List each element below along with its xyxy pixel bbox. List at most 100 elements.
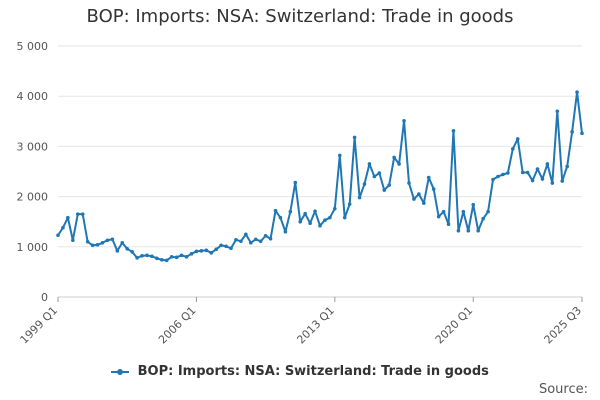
data-point xyxy=(169,255,174,259)
data-point xyxy=(431,187,436,191)
data-point xyxy=(199,249,204,253)
x-tick-label: 2025 Q3 xyxy=(542,304,585,347)
y-axis: 0 1 000 2 000 3 000 4 000 5 000 xyxy=(17,40,49,304)
data-point xyxy=(313,209,317,213)
data-point xyxy=(441,209,446,214)
data-point xyxy=(461,209,466,214)
data-point xyxy=(456,228,461,233)
data-point xyxy=(426,175,431,180)
data-point xyxy=(471,202,476,207)
data-point xyxy=(560,179,565,183)
y-tick-label: 5 000 xyxy=(17,40,49,53)
x-tick-label: 2013 Q1 xyxy=(294,304,337,347)
data-point xyxy=(80,212,85,216)
legend: BOP: Imports: NSA: Switzerland: Trade in… xyxy=(0,364,600,379)
data-point xyxy=(540,177,545,181)
data-point xyxy=(486,209,490,214)
data-point xyxy=(333,206,337,211)
data-point xyxy=(209,251,214,255)
data-point xyxy=(239,239,243,244)
data-point xyxy=(268,236,273,241)
data-point xyxy=(120,240,125,245)
x-tick-label: 2006 Q1 xyxy=(156,304,199,347)
data-point xyxy=(105,238,110,243)
data-point xyxy=(303,211,307,216)
data-point xyxy=(174,255,179,260)
data-point xyxy=(352,135,357,140)
data-point xyxy=(530,178,535,183)
series-line xyxy=(57,91,583,262)
data-point xyxy=(347,202,352,206)
data-point xyxy=(387,183,392,187)
data-point xyxy=(244,232,248,237)
x-tick-label: 2020 Q1 xyxy=(433,304,476,347)
data-point xyxy=(66,215,70,220)
data-point xyxy=(436,214,441,219)
data-point xyxy=(115,249,120,253)
data-point xyxy=(155,256,159,261)
data-point xyxy=(446,222,451,227)
data-point xyxy=(150,254,154,259)
data-point xyxy=(407,181,411,185)
data-point xyxy=(466,228,471,233)
source-label: Source: xyxy=(538,382,588,397)
data-point xyxy=(56,233,60,238)
data-point xyxy=(179,253,184,258)
data-point xyxy=(496,174,500,179)
data-point xyxy=(298,219,303,224)
data-point xyxy=(184,255,189,259)
data-point xyxy=(194,249,199,254)
data-point xyxy=(372,174,377,179)
data-point xyxy=(61,225,65,230)
data-point xyxy=(565,164,569,169)
data-point xyxy=(95,242,100,247)
data-point xyxy=(164,258,169,263)
chart-title: BOP: Imports: NSA: Switzerland: Trade in… xyxy=(86,6,514,27)
data-point xyxy=(397,162,401,166)
data-point xyxy=(515,137,520,141)
data-point xyxy=(90,243,95,248)
data-point xyxy=(491,177,495,182)
x-tick-label: 1999 Q1 xyxy=(18,304,61,347)
data-point xyxy=(417,192,421,196)
data-point xyxy=(219,243,223,248)
data-point xyxy=(506,171,510,175)
data-point xyxy=(135,256,139,260)
data-point xyxy=(422,201,426,205)
data-point xyxy=(75,212,80,216)
data-point xyxy=(337,153,342,158)
data-point xyxy=(575,90,579,94)
data-point xyxy=(71,238,75,243)
data-point xyxy=(550,181,555,185)
data-point xyxy=(342,215,347,220)
data-point xyxy=(160,258,164,262)
data-point xyxy=(367,162,372,166)
data-point xyxy=(278,215,283,220)
data-point xyxy=(85,239,90,244)
data-point xyxy=(402,118,406,123)
data-point xyxy=(293,180,298,185)
data-point xyxy=(545,162,550,166)
data-point xyxy=(392,155,396,160)
data-point xyxy=(451,129,456,133)
data-point xyxy=(253,237,258,242)
data-point xyxy=(234,237,238,242)
data-point xyxy=(357,195,362,200)
y-tick-label: 4 000 xyxy=(17,90,49,103)
legend-swatch xyxy=(111,367,130,377)
data-point xyxy=(283,229,288,234)
data-point xyxy=(308,221,312,226)
data-point xyxy=(288,209,293,214)
data-point xyxy=(476,228,480,233)
data-point xyxy=(362,182,367,186)
data-point xyxy=(204,248,209,253)
x-axis: 1999 Q1 2006 Q1 2013 Q1 2020 Q1 2025 Q3 xyxy=(18,297,585,347)
data-point xyxy=(323,218,327,222)
y-tick-label: 2 000 xyxy=(17,191,49,204)
data-point xyxy=(214,247,218,252)
data-point xyxy=(248,240,253,245)
data-point xyxy=(501,172,505,177)
data-point xyxy=(100,240,105,245)
data-point xyxy=(229,246,233,251)
